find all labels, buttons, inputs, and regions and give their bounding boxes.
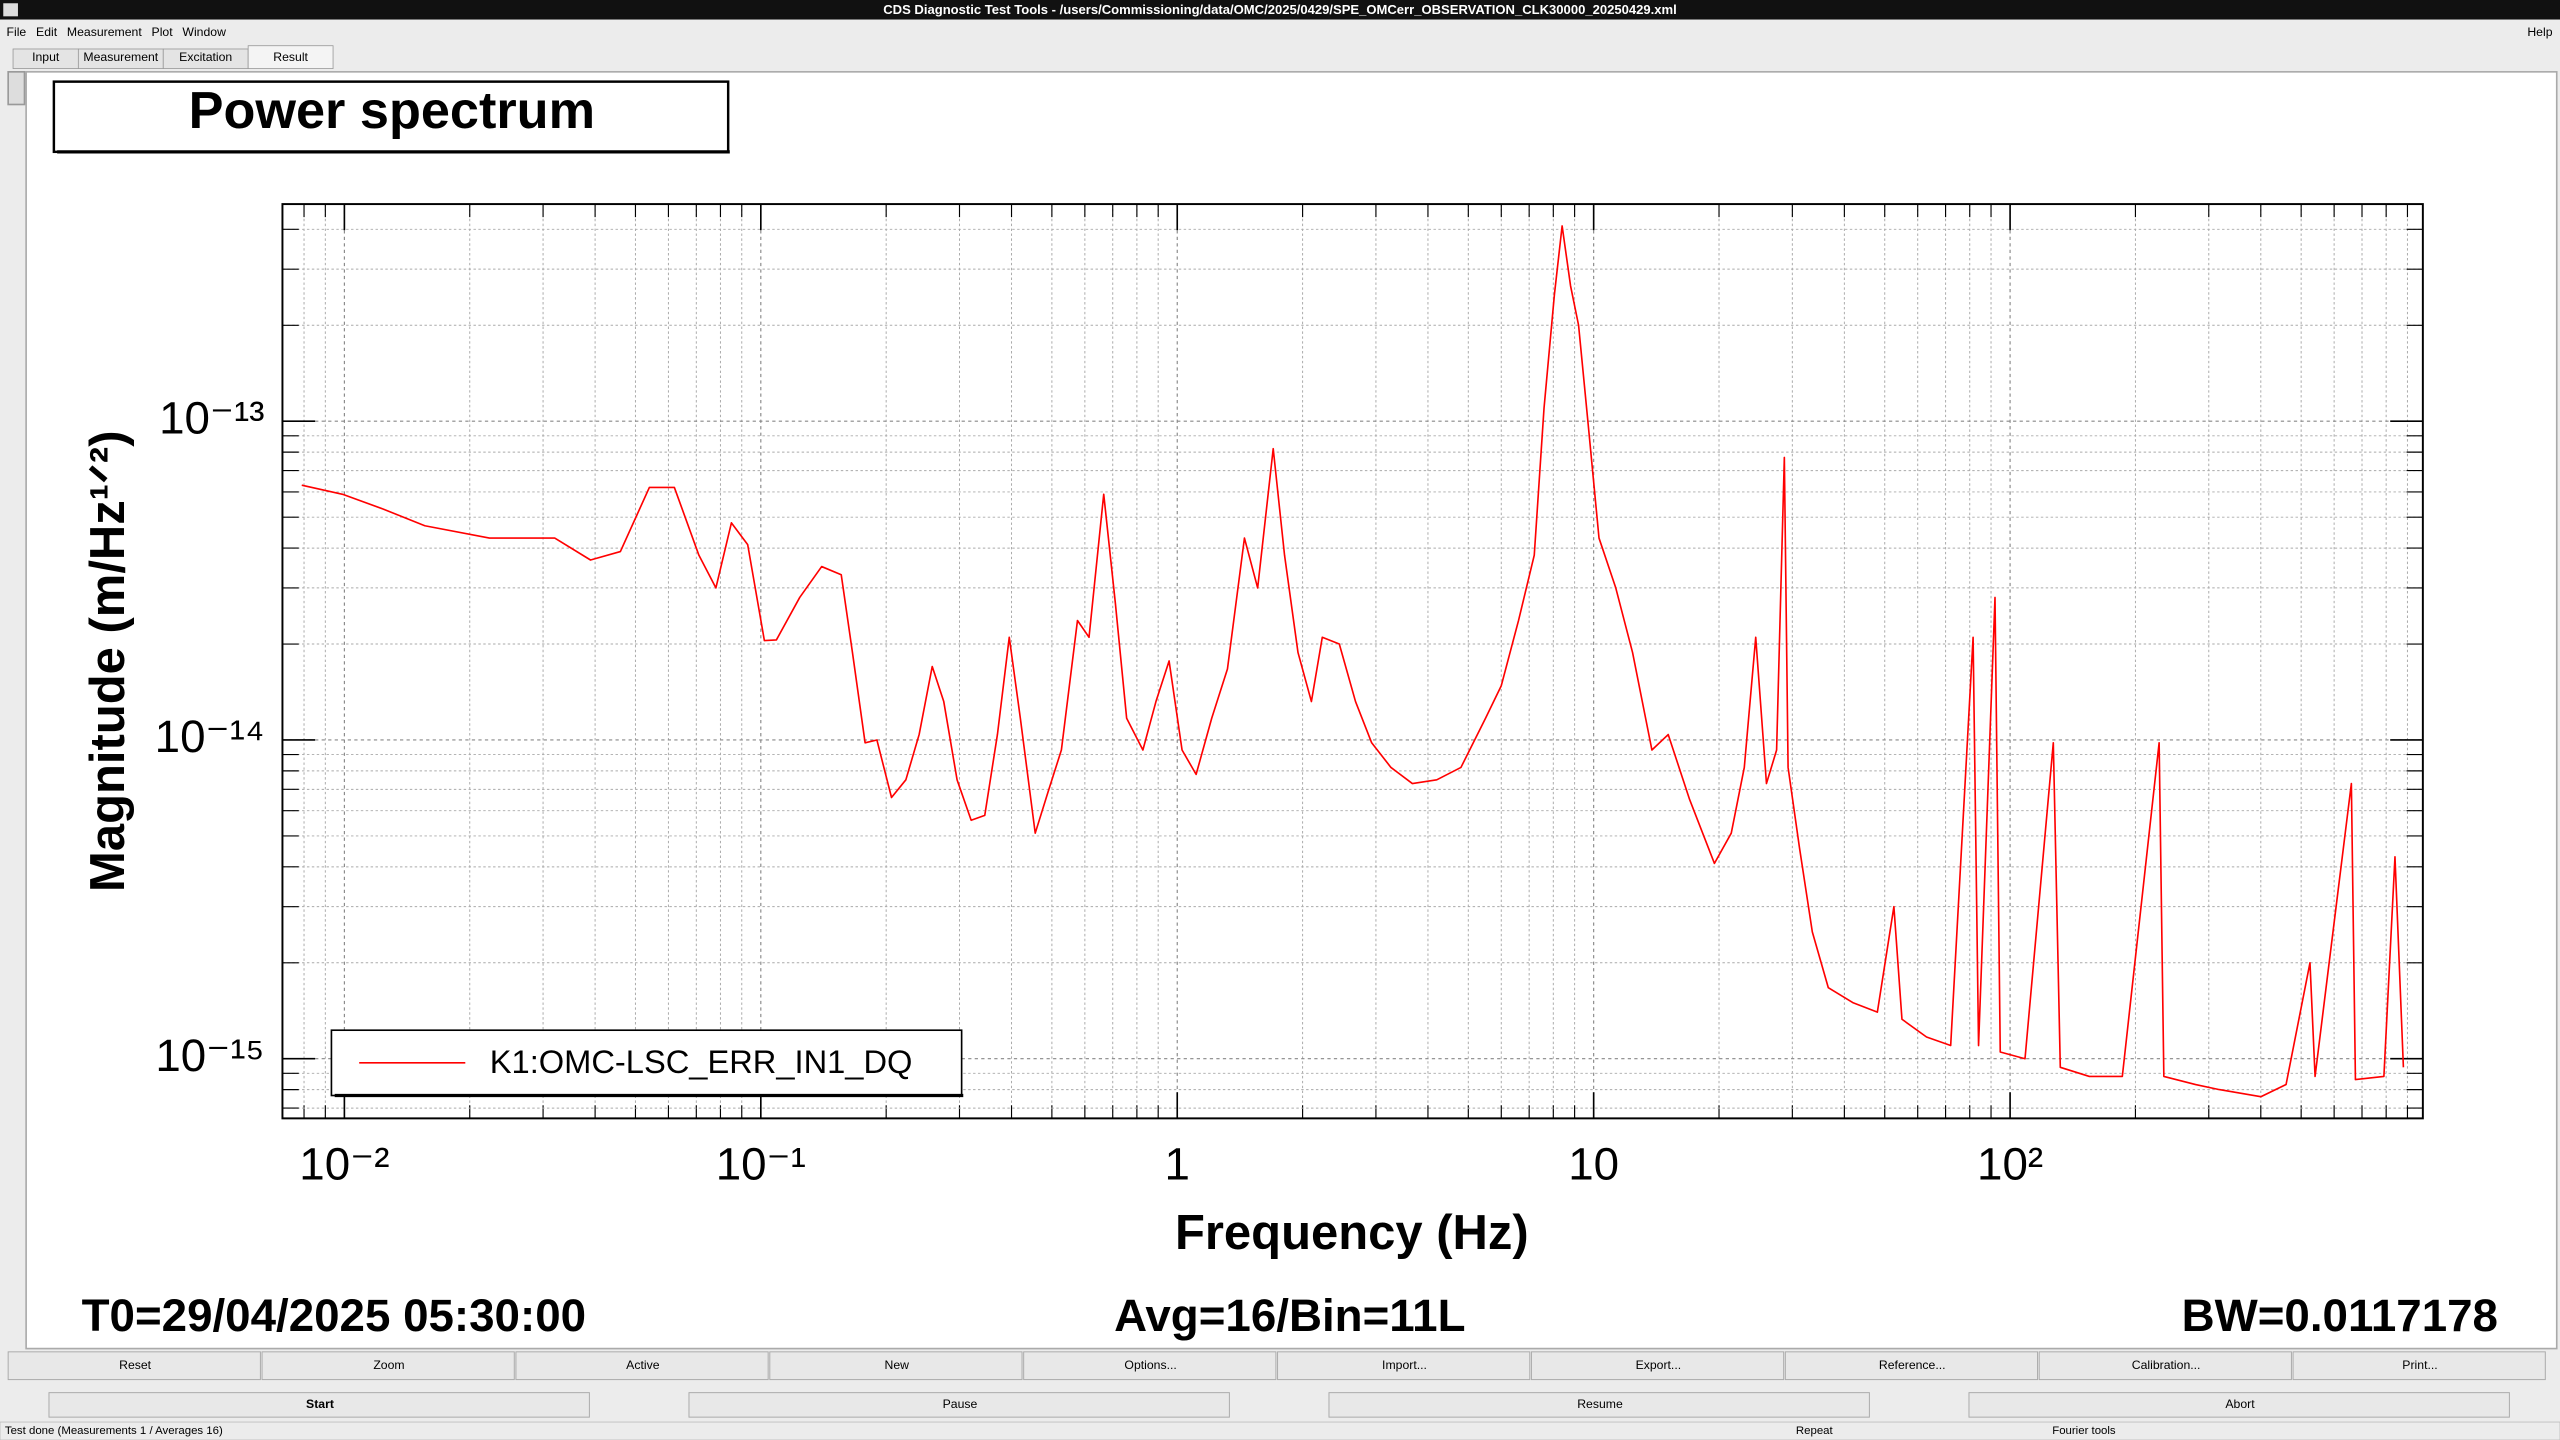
button-label[interactable]: Print... <box>2402 1358 2437 1372</box>
control-button[interactable] <box>48 1392 590 1418</box>
plot-area <box>282 204 2423 1119</box>
button-label[interactable]: Zoom <box>373 1358 404 1372</box>
button[interactable] <box>1530 1351 1785 1381</box>
plot-frame <box>281 203 2424 1120</box>
x-tick-label: 10⁻¹ <box>716 1138 806 1189</box>
menu-bar <box>0 19 2560 43</box>
status-text: Test done (Measurements 1 / Averages 16) <box>5 1425 223 1437</box>
button[interactable] <box>515 1351 769 1381</box>
y-tick-label: 10⁻¹⁴ <box>155 711 265 762</box>
plot-title: Power spectrum <box>189 82 595 140</box>
control-button[interactable] <box>688 1392 1230 1418</box>
menu-item[interactable]: File <box>7 25 27 39</box>
x-tick-label: 10⁻² <box>299 1138 389 1189</box>
y-tick-label: 10⁻¹³ <box>159 392 264 443</box>
button-label[interactable]: Reference... <box>1879 1358 1946 1372</box>
button[interactable] <box>2292 1351 2546 1381</box>
control-button[interactable] <box>1328 1392 1870 1418</box>
window-title: CDS Diagnostic Test Tools - /users/Commi… <box>883 2 1676 17</box>
control-label[interactable]: Resume <box>1577 1397 1623 1411</box>
bw-info: BW=0.0117178 <box>2182 1290 2498 1341</box>
tab-label[interactable]: Result <box>273 50 308 64</box>
button-label[interactable]: Options... <box>1124 1358 1176 1372</box>
menu-item[interactable]: Window <box>182 25 226 39</box>
window-icon <box>3 3 18 17</box>
control-label[interactable]: Start <box>306 1397 334 1411</box>
series-line <box>301 225 2405 1098</box>
plot-title-box <box>52 80 730 154</box>
tab-label[interactable]: Input <box>32 50 60 64</box>
menu-item[interactable]: Measurement <box>67 25 142 39</box>
button[interactable] <box>1277 1351 1531 1381</box>
avg-info: Avg=16/Bin=11L <box>1114 1290 1465 1341</box>
menu-item[interactable]: Edit <box>36 25 58 39</box>
tab-label[interactable]: Measurement <box>83 50 158 64</box>
button-label[interactable]: Calibration... <box>2132 1358 2201 1372</box>
button[interactable] <box>7 1351 261 1381</box>
y-tick-label: 10⁻¹⁵ <box>155 1030 264 1081</box>
x-axis-label: Frequency (Hz) <box>1175 1206 1529 1260</box>
button-label[interactable]: Active <box>626 1358 660 1372</box>
button-label[interactable]: New <box>884 1358 909 1372</box>
button-label[interactable]: Reset <box>119 1358 152 1372</box>
x-tick-label: 10 <box>1568 1138 1619 1189</box>
title-bar <box>0 0 2560 20</box>
button[interactable] <box>769 1351 1023 1381</box>
x-tick-label: 10² <box>1977 1138 2043 1189</box>
control-button[interactable] <box>1968 1392 2510 1418</box>
tab-label[interactable]: Excitation <box>179 50 232 64</box>
menu-item[interactable]: Plot <box>152 25 174 39</box>
y-axis-label: Magnitude (m/Hz¹ᐟ²) <box>81 430 135 891</box>
button[interactable] <box>2038 1351 2292 1381</box>
status-text: Repeat <box>1796 1425 1834 1437</box>
legend-label: K1:OMC-LSC_ERR_IN1_DQ <box>490 1043 913 1080</box>
menu-help[interactable]: Help <box>2527 25 2552 39</box>
button[interactable] <box>261 1351 515 1381</box>
side-arrows[interactable] <box>7 71 26 106</box>
button[interactable] <box>1023 1351 1277 1381</box>
status-bar <box>0 1421 2560 1440</box>
button-label[interactable]: Import... <box>1382 1358 1427 1372</box>
x-tick-label: 1 <box>1165 1138 1190 1189</box>
control-label[interactable]: Abort <box>2225 1397 2255 1411</box>
status-text: Fourier tools <box>2052 1425 2116 1437</box>
button[interactable] <box>1784 1351 2039 1381</box>
control-label[interactable]: Pause <box>943 1397 978 1411</box>
t0-info: T0=29/04/2025 05:30:00 <box>82 1290 586 1341</box>
button-label[interactable]: Export... <box>1636 1358 1682 1372</box>
tab[interactable] <box>247 45 334 69</box>
